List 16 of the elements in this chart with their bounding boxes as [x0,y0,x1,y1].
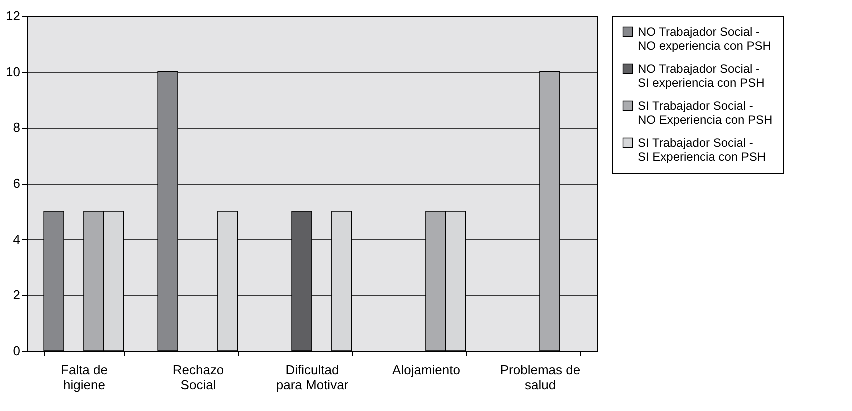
legend-label: NO Trabajador Social - SI experiencia con PSH [638,62,765,90]
legend-label: SI Trabajador Social - NO Experiencia con PSH [638,99,773,127]
y-tick-label: 10 [6,64,20,80]
x-tick-label: Problemas de salud [500,362,581,392]
x-tick-label: Rechazo Social [172,362,224,392]
y-tick-label: 6 [13,176,20,191]
y-tick-label: 0 [13,344,20,358]
x-tick-label: Alojamiento [392,362,460,378]
y-tick-label: 4 [13,232,20,247]
y-tick-label: 2 [13,288,20,303]
x-tick-label: Falta de higiene [61,362,108,392]
y-tick-label: 12 [6,8,20,24]
legend-label: SI Trabajador Social - SI Experiencia con PSH [638,136,766,164]
y-tick-label: 8 [13,120,20,136]
x-tick-label: Dificultad para Motivar [276,362,350,392]
legend-label: NO Trabajador Social - NO experiencia con PSH [638,25,772,53]
